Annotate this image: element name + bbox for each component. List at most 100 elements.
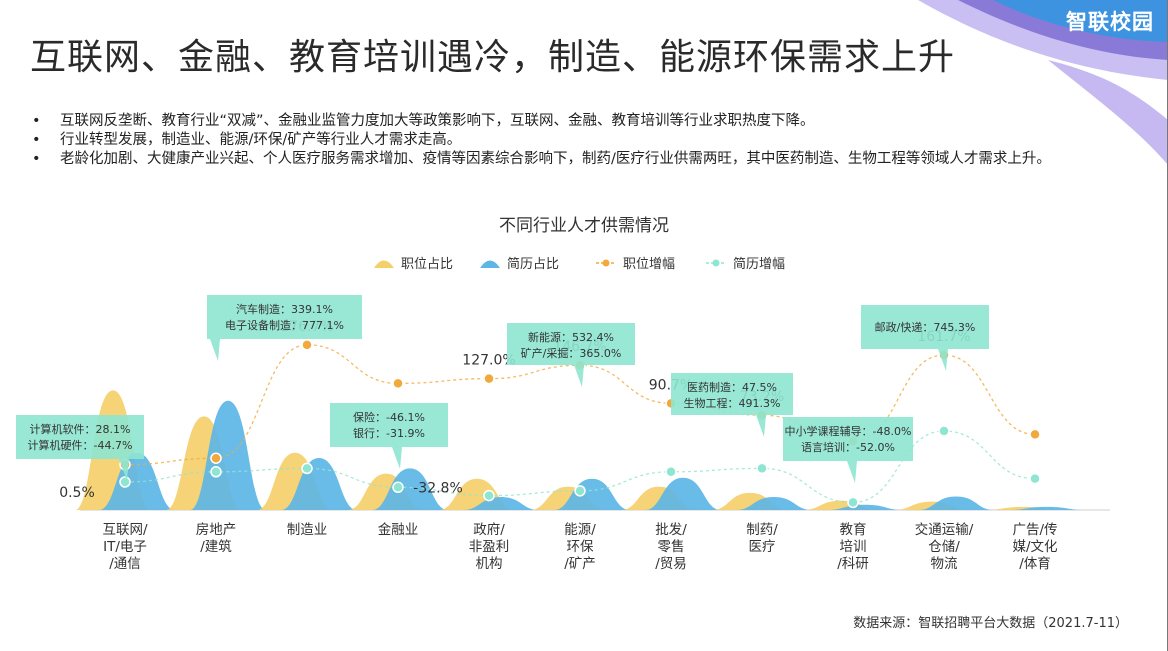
resume-share-bar (372, 468, 448, 510)
callout-text: 银行：-31.9% (353, 426, 425, 440)
x-tick-label: 零售 (658, 539, 685, 555)
bullet-item: 老龄化加剧、大健康产业兴起、个人医疗服务需求增加、疫情等因素综合影响下，制药/医… (32, 150, 1122, 169)
callout-text: 邮政/快递：745.3% (875, 320, 976, 334)
callout-text: 中小学课程辅导：-48.0% (785, 424, 912, 438)
resume-share-bar (99, 452, 175, 510)
x-tick-label: /体育 (1019, 556, 1051, 572)
resume-share-bar (736, 497, 812, 510)
job-growth-point (301, 339, 313, 351)
resume-share-bar (827, 504, 903, 510)
x-tick-label: /科研 (837, 556, 869, 572)
job-growth-point (1029, 428, 1041, 441)
x-tick-label: 教育 (840, 522, 867, 538)
callout-pointer (392, 447, 402, 469)
x-tick-label: 批发/ (655, 522, 687, 538)
resume-growth-point (756, 462, 768, 475)
callout-box (507, 323, 635, 365)
data-source-note: 数据来源：智联招聘平台大数据（2021.7-11） (853, 616, 1128, 631)
job-growth-line (124, 344, 1036, 466)
data-label: -32.8% (413, 480, 463, 496)
x-tick-label: 政府/ (473, 522, 505, 538)
callout-pointer (210, 339, 220, 361)
bullet-list: 互联网反垄断、教育行业“双减”、金融业监管力度加大等政策影响下，互联网、金融、教… (32, 112, 1122, 169)
resume-growth-point (119, 476, 131, 488)
x-tick-label: 制造业 (287, 522, 328, 538)
callout-text: 计算机硬件：-44.7% (28, 438, 133, 452)
callout-text: 保险：-46.1% (353, 410, 425, 424)
callout-pointer (847, 461, 857, 483)
x-tick-label: IT/电子 (103, 539, 147, 555)
x-tick-label: 环保 (567, 539, 595, 555)
job-growth-point (392, 377, 404, 390)
callout-text: 汽车制造：339.1% (236, 302, 333, 316)
bullet-item: 互联网反垄断、教育行业“双减”、金融业监管力度加大等政策影响下，互联网、金融、教… (32, 112, 1122, 131)
x-tick-label: 非盈利 (469, 539, 510, 555)
brand-logo-text: 智联校园 (1066, 10, 1154, 34)
resume-share-bar (645, 477, 721, 510)
x-tick-label: /通信 (109, 556, 141, 572)
resume-growth-line (124, 430, 1036, 504)
resume-growth-point (574, 485, 586, 497)
resume-growth-point (1029, 472, 1041, 485)
x-tick-label: 媒/文化 (1012, 539, 1057, 555)
data-label: 127.0% (462, 353, 515, 369)
x-tick-label: /建筑 (200, 539, 232, 555)
resume-share-bar (918, 496, 994, 510)
x-tick-label: 机构 (476, 556, 503, 572)
callout-text: 医药制造：47.5% (687, 380, 777, 394)
legend-label-1: 简历占比 (507, 256, 559, 272)
callout-box (783, 417, 913, 461)
callout-pointer (938, 349, 948, 371)
callout-box (16, 415, 144, 459)
legend-label-3: 简历增幅 (733, 256, 785, 272)
callout-box (861, 305, 989, 349)
x-tick-label: 交通运输/ (915, 521, 974, 538)
callout-pointer (119, 459, 129, 481)
x-tick-label: /矿产 (564, 556, 596, 572)
legend-label-0: 职位占比 (401, 257, 453, 272)
x-tick-label: 房地产 (196, 522, 237, 538)
data-label: 0.5% (59, 485, 95, 501)
x-tick-label: 物流 (931, 556, 959, 572)
callout-text: 矿产/采掘：365.0% (521, 346, 622, 360)
callout-pointer (574, 365, 584, 387)
legend-label-2: 职位增幅 (623, 257, 675, 272)
legend-swatch-dot-2 (602, 259, 610, 267)
job-growth-point (483, 372, 495, 385)
resume-growth-point (210, 466, 222, 478)
legend-swatch-1 (480, 260, 500, 268)
x-tick-label: 金融业 (378, 522, 419, 538)
resume-share-bar (281, 458, 357, 510)
callout-text: 电子设备制造：777.1% (225, 318, 344, 332)
job-growth-point (210, 452, 222, 464)
corner-decoration (918, 0, 1168, 165)
legend-swatch-dot-3 (712, 259, 720, 267)
resume-growth-point (847, 496, 859, 509)
x-tick-label: 培训 (840, 539, 867, 555)
x-tick-label: 互联网/ (102, 522, 147, 538)
bullet-item: 行业转型发展，制造业、能源/环保/矿产等行业人才需求走高。 (32, 131, 1122, 150)
resume-share-bar (463, 497, 539, 510)
x-tick-label: 能源/ (564, 522, 596, 538)
industry-supply-demand-chart: 不同行业人才供需情况职位占比简历占比职位增幅简历增幅0.5%176.7%127.… (16, 216, 1110, 572)
resume-share-bar (1009, 506, 1085, 510)
chart-title: 不同行业人才供需情况 (499, 216, 669, 236)
x-tick-label: 广告/传 (1012, 522, 1057, 538)
resume-share-bar (554, 478, 630, 510)
legend-swatch-0 (374, 260, 394, 268)
resume-growth-point (392, 481, 404, 494)
x-tick-label: /贸易 (655, 556, 687, 572)
callout-text: 计算机软件：28.1% (30, 422, 131, 436)
resume-growth-point (938, 425, 950, 437)
callout-box (330, 403, 448, 447)
page-title: 互联网、金融、教育培训遇冷，制造、能源环保需求上升 (30, 37, 956, 78)
x-tick-label: 医疗 (749, 539, 776, 555)
resume-growth-point (665, 466, 677, 478)
x-tick-label: 仓储/ (928, 539, 960, 555)
resume-growth-point (301, 462, 313, 475)
resume-growth-point (483, 489, 495, 502)
callout-text: 语言培训：-52.0% (801, 440, 895, 454)
callout-box (207, 295, 362, 339)
callout-pointer (756, 415, 766, 437)
callout-text: 新能源：532.4% (528, 330, 614, 344)
